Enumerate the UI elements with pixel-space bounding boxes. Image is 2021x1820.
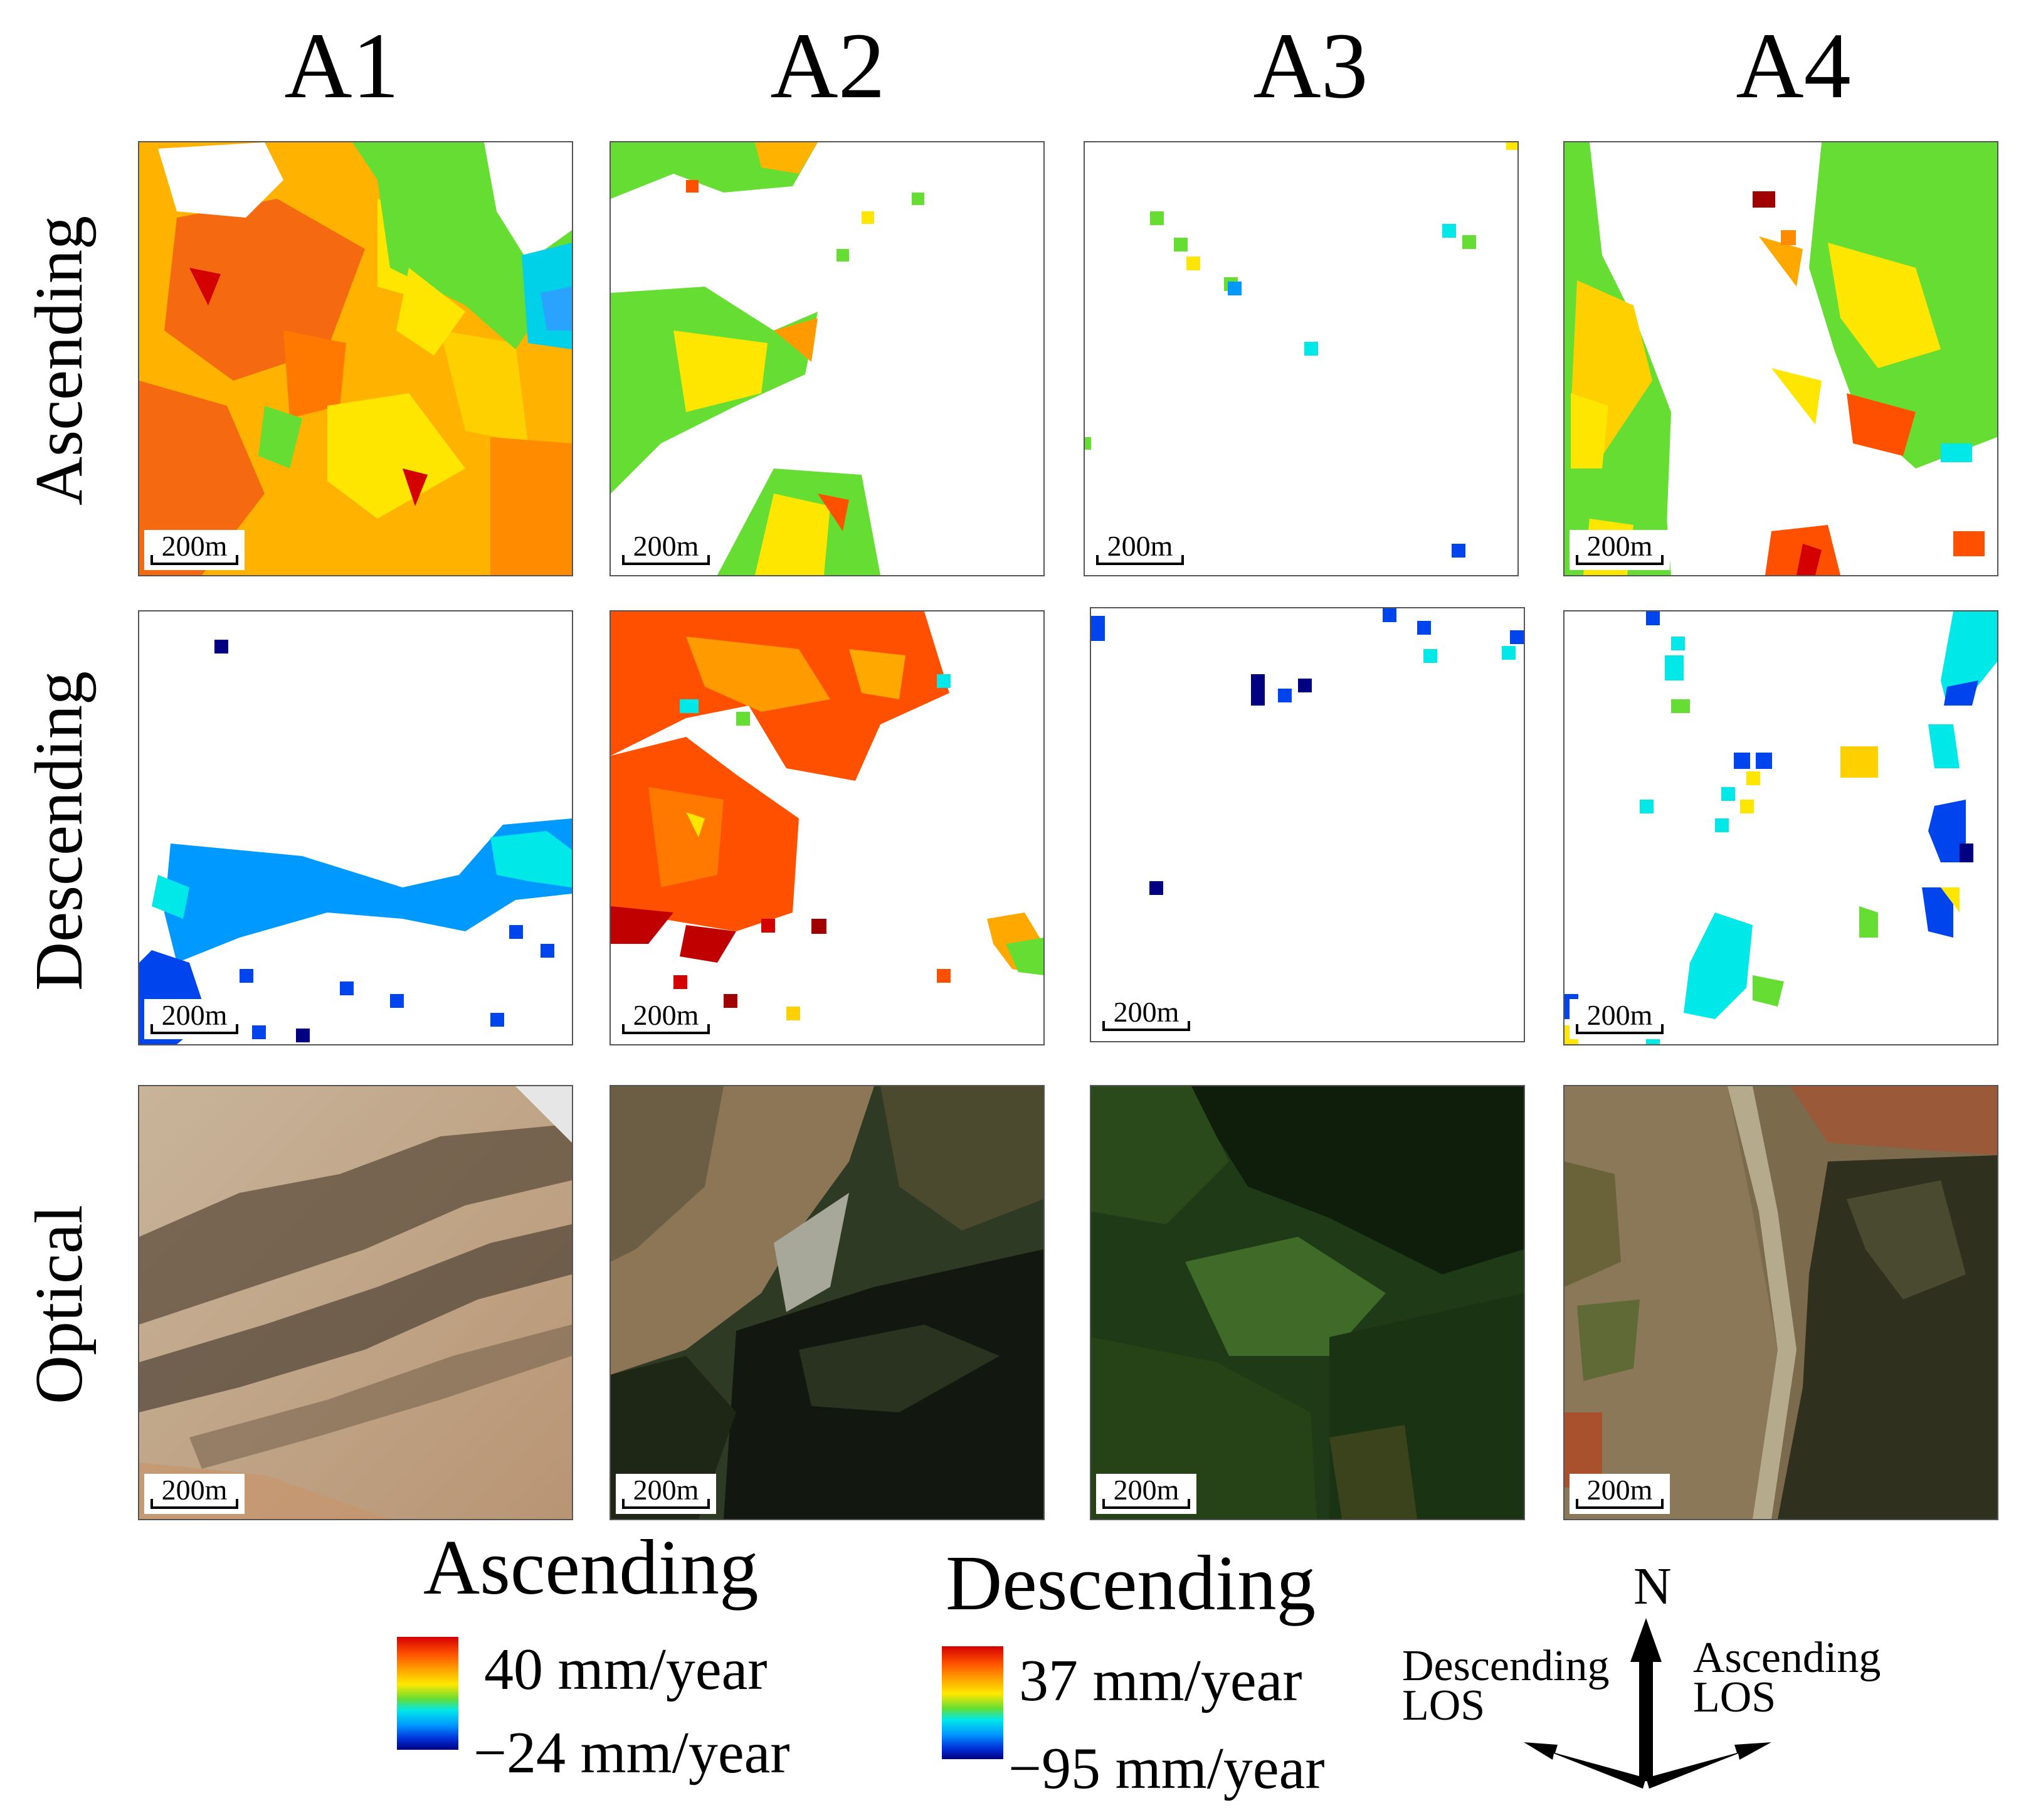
ascending-los-label-1: Ascending <box>1693 1634 1881 1682</box>
descending-los-label-1: Descending <box>1402 1642 1610 1690</box>
scale-bar: 200m <box>144 1474 245 1514</box>
panel-a2-descending: 200m <box>609 610 1045 1045</box>
optical-image-a3 <box>1091 1086 1524 1519</box>
panel-a3-descending: 200m <box>1090 607 1525 1042</box>
legend-title-descending: Descending <box>946 1540 1316 1627</box>
descending-los-label-2: LOS <box>1402 1681 1485 1730</box>
descending-los-arrow <box>1524 1742 1646 1789</box>
panel-a4-descending: 200m <box>1563 610 1998 1045</box>
scale-bar: 200m <box>1096 1474 1196 1514</box>
panel-a3-ascending: 200m <box>1084 141 1519 576</box>
column-title-a1: A1 <box>284 14 399 118</box>
panel-a4-ascending: 200m <box>1563 141 1998 576</box>
legend-ascending-min: −24 mm/year <box>473 1720 790 1786</box>
velocity-map-a4-ascending <box>1565 142 1997 575</box>
optical-image-a4 <box>1565 1086 1997 1519</box>
velocity-map-a2-ascending <box>611 142 1043 575</box>
panel-a2-optical: 200m <box>609 1085 1045 1520</box>
scale-bar: 200m <box>1570 999 1670 1039</box>
column-title-a4: A4 <box>1736 14 1851 118</box>
scale-bar: 200m <box>144 530 245 570</box>
velocity-map-a3-ascending <box>1085 142 1517 575</box>
north-arrow <box>1630 1618 1662 1781</box>
velocity-map-a1-ascending <box>139 142 572 575</box>
velocity-map-a3-descending <box>1091 608 1524 1041</box>
panel-a2-ascending: 200m <box>609 141 1045 576</box>
scale-bar: 200m <box>616 530 716 570</box>
scale-bar: 200m <box>616 999 716 1039</box>
legend-descending-max: 37 mm/year <box>1019 1648 1302 1713</box>
optical-image-a2 <box>611 1086 1043 1519</box>
compass-arrows <box>1524 1618 1771 1789</box>
colorbar-ascending <box>397 1637 458 1750</box>
ascending-los-label-2: LOS <box>1693 1673 1776 1722</box>
legend-title-ascending: Ascending <box>423 1525 759 1611</box>
legend-descending-min: −95 mm/year <box>1008 1736 1325 1801</box>
legend-ascending-max: 40 mm/year <box>484 1637 768 1702</box>
panel-a3-optical: 200m <box>1090 1085 1525 1520</box>
panel-a1-optical: 200m <box>138 1085 573 1520</box>
row-title-optical: Optical <box>22 1205 97 1404</box>
panel-a1-descending: 200m <box>138 610 573 1045</box>
colorbar-descending <box>942 1646 1003 1759</box>
velocity-map-a4-descending <box>1565 611 1997 1044</box>
row-title-descending: Descending <box>22 671 97 991</box>
velocity-map-a2-descending <box>611 611 1043 1044</box>
scale-bar: 200m <box>1096 996 1196 1036</box>
column-title-a3: A3 <box>1253 14 1368 118</box>
scale-bar: 200m <box>616 1474 716 1514</box>
scale-bar: 200m <box>1570 530 1670 570</box>
panel-a4-optical: 200m <box>1563 1085 1998 1520</box>
ascending-los-arrow <box>1646 1742 1771 1789</box>
row-title-ascending: Ascending <box>22 216 97 505</box>
velocity-map-a1-descending <box>139 611 572 1044</box>
scale-bar: 200m <box>1570 1474 1670 1514</box>
panel-a1-ascending: 200m <box>138 141 573 576</box>
scale-bar: 200m <box>1090 530 1190 570</box>
scale-bar: 200m <box>144 999 245 1039</box>
compass-north-label: N <box>1633 1557 1672 1616</box>
column-title-a2: A2 <box>770 14 885 118</box>
optical-image-a1 <box>139 1086 572 1519</box>
